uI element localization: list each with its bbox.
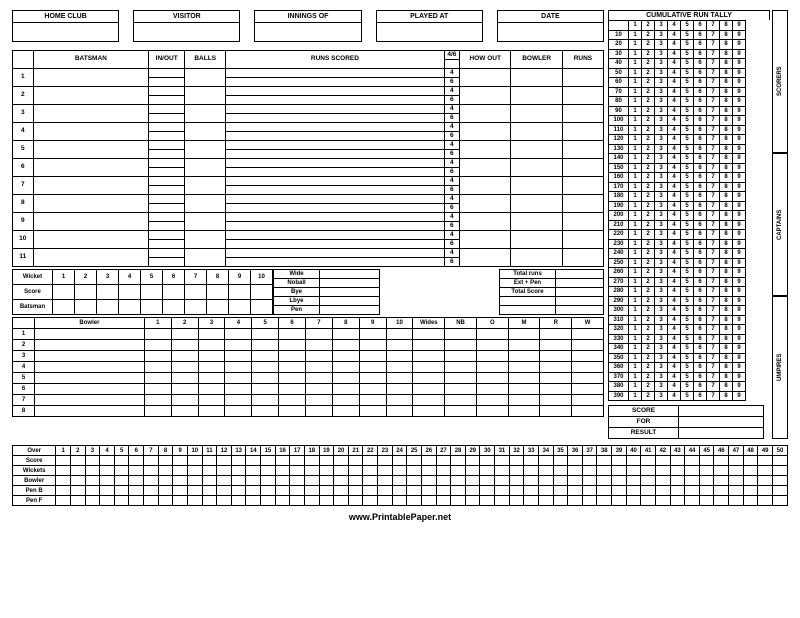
- wicket-table: Wicket12345678910ScoreBatsman: [12, 269, 273, 315]
- header-value[interactable]: [134, 23, 239, 41]
- batsman-table: BATSMAN IN/OUT BALLS RUNS SCORED 4/6 HOW…: [12, 50, 604, 267]
- header-label: HOME CLUB: [13, 11, 118, 23]
- score-box: SCOREFORRESULT: [608, 405, 764, 439]
- footer-link[interactable]: www.PrintablePaper.net: [12, 512, 788, 522]
- header-label: PLAYED AT: [377, 11, 482, 23]
- side-label: SCORERS: [772, 10, 788, 153]
- header-value[interactable]: [255, 23, 360, 41]
- tally-title: CUMULATIVE RUN TALLY: [608, 10, 770, 20]
- header-label: DATE: [498, 11, 603, 23]
- bowler-table: Bowler12345678910WidesNBOMRW12345678: [12, 317, 604, 417]
- tally-table: 1234567891012345678920123456789301234567…: [608, 20, 746, 401]
- header-box: DATE: [497, 10, 604, 42]
- side-labels: SCORERSCAPTAINSUMPIRES: [772, 10, 788, 439]
- side-label: CAPTAINS: [772, 153, 788, 296]
- cricket-scoresheet: HOME CLUBVISITORINNINGS OFPLAYED ATDATE …: [12, 10, 788, 522]
- header-box: HOME CLUB: [12, 10, 119, 42]
- header-box: PLAYED AT: [376, 10, 483, 42]
- extras-table: WideNoballByeLbyePen: [273, 269, 380, 315]
- header-label: INNINGS OF: [255, 11, 360, 23]
- header-box: INNINGS OF: [254, 10, 361, 42]
- header-value[interactable]: [13, 23, 118, 41]
- side-label: UMPIRES: [772, 296, 788, 439]
- header-value[interactable]: [377, 23, 482, 41]
- header-value[interactable]: [498, 23, 603, 41]
- totals-table: Total runsExt + PenTotal Score: [499, 269, 604, 315]
- header-box: VISITOR: [133, 10, 240, 42]
- header-row: HOME CLUB VISITOR INNINGS OF PLAYED AT DATE: [12, 10, 604, 42]
- header-label: VISITOR: [134, 11, 239, 23]
- over-summary-table: Over123456789101112131415161718192021222…: [12, 445, 788, 506]
